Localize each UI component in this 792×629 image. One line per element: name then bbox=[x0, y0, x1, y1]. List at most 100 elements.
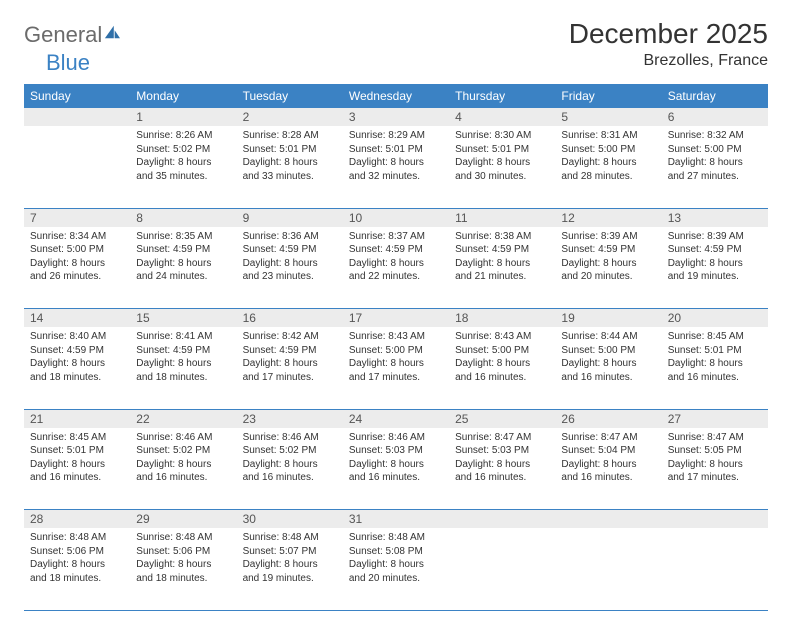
day-content: Sunrise: 8:47 AMSunset: 5:03 PMDaylight:… bbox=[449, 428, 555, 491]
day2-text: and 18 minutes. bbox=[30, 371, 124, 385]
sunset-text: Sunset: 4:59 PM bbox=[561, 243, 655, 257]
sunrise-text: Sunrise: 8:47 AM bbox=[668, 431, 762, 445]
day-content: Sunrise: 8:46 AMSunset: 5:02 PMDaylight:… bbox=[237, 428, 343, 491]
sunrise-text: Sunrise: 8:45 AM bbox=[668, 330, 762, 344]
day2-text: and 18 minutes. bbox=[30, 572, 124, 586]
day1-text: Daylight: 8 hours bbox=[561, 156, 655, 170]
sunrise-text: Sunrise: 8:31 AM bbox=[561, 129, 655, 143]
day-number-cell: 6 bbox=[662, 108, 768, 126]
sunrise-text: Sunrise: 8:46 AM bbox=[349, 431, 443, 445]
calendar-body: 123456Sunrise: 8:26 AMSunset: 5:02 PMDay… bbox=[24, 108, 768, 610]
day-number: 14 bbox=[30, 311, 43, 325]
day-number-cell: 21 bbox=[24, 409, 130, 428]
day1-text: Daylight: 8 hours bbox=[668, 257, 762, 271]
day2-text: and 16 minutes. bbox=[561, 471, 655, 485]
day-number-cell: 10 bbox=[343, 208, 449, 227]
sunset-text: Sunset: 5:01 PM bbox=[349, 143, 443, 157]
day-cell: Sunrise: 8:43 AMSunset: 5:00 PMDaylight:… bbox=[343, 327, 449, 409]
sunset-text: Sunset: 5:03 PM bbox=[455, 444, 549, 458]
day-cell: Sunrise: 8:48 AMSunset: 5:06 PMDaylight:… bbox=[130, 528, 236, 610]
day-number: 3 bbox=[349, 110, 356, 124]
content-row: Sunrise: 8:40 AMSunset: 4:59 PMDaylight:… bbox=[24, 327, 768, 409]
sunrise-text: Sunrise: 8:44 AM bbox=[561, 330, 655, 344]
logo-sail-icon bbox=[103, 24, 121, 44]
sunset-text: Sunset: 5:01 PM bbox=[455, 143, 549, 157]
day-number: 2 bbox=[243, 110, 250, 124]
day1-text: Daylight: 8 hours bbox=[349, 156, 443, 170]
day-number: 11 bbox=[455, 211, 467, 225]
sunset-text: Sunset: 4:59 PM bbox=[30, 344, 124, 358]
sunrise-text: Sunrise: 8:41 AM bbox=[136, 330, 230, 344]
sunrise-text: Sunrise: 8:48 AM bbox=[349, 531, 443, 545]
sunset-text: Sunset: 5:06 PM bbox=[30, 545, 124, 559]
sunset-text: Sunset: 5:01 PM bbox=[243, 143, 337, 157]
day1-text: Daylight: 8 hours bbox=[455, 257, 549, 271]
day1-text: Daylight: 8 hours bbox=[243, 558, 337, 572]
day-number: 30 bbox=[243, 512, 256, 526]
day-content: Sunrise: 8:48 AMSunset: 5:06 PMDaylight:… bbox=[24, 528, 130, 591]
day-content: Sunrise: 8:26 AMSunset: 5:02 PMDaylight:… bbox=[130, 126, 236, 189]
title-block: December 2025 Brezolles, France bbox=[569, 18, 768, 70]
day-cell: Sunrise: 8:47 AMSunset: 5:04 PMDaylight:… bbox=[555, 428, 661, 510]
daynum-row: 123456 bbox=[24, 108, 768, 126]
day-number: 18 bbox=[455, 311, 468, 325]
day1-text: Daylight: 8 hours bbox=[136, 257, 230, 271]
sunrise-text: Sunrise: 8:38 AM bbox=[455, 230, 549, 244]
day-number: 17 bbox=[349, 311, 362, 325]
day-number-cell: 4 bbox=[449, 108, 555, 126]
day2-text: and 17 minutes. bbox=[243, 371, 337, 385]
day-cell bbox=[24, 126, 130, 208]
sunset-text: Sunset: 5:00 PM bbox=[30, 243, 124, 257]
sunset-text: Sunset: 4:59 PM bbox=[349, 243, 443, 257]
sunset-text: Sunset: 5:01 PM bbox=[668, 344, 762, 358]
day-number-cell: 28 bbox=[24, 510, 130, 529]
day-number: 7 bbox=[30, 211, 37, 225]
day-number-cell: 18 bbox=[449, 309, 555, 328]
day1-text: Daylight: 8 hours bbox=[136, 558, 230, 572]
day-number-cell: 8 bbox=[130, 208, 236, 227]
day-content: Sunrise: 8:30 AMSunset: 5:01 PMDaylight:… bbox=[449, 126, 555, 189]
day-content: Sunrise: 8:28 AMSunset: 5:01 PMDaylight:… bbox=[237, 126, 343, 189]
day-cell: Sunrise: 8:28 AMSunset: 5:01 PMDaylight:… bbox=[237, 126, 343, 208]
day-content: Sunrise: 8:42 AMSunset: 4:59 PMDaylight:… bbox=[237, 327, 343, 390]
sunrise-text: Sunrise: 8:36 AM bbox=[243, 230, 337, 244]
day-cell: Sunrise: 8:47 AMSunset: 5:03 PMDaylight:… bbox=[449, 428, 555, 510]
day-cell: Sunrise: 8:40 AMSunset: 4:59 PMDaylight:… bbox=[24, 327, 130, 409]
sunrise-text: Sunrise: 8:42 AM bbox=[243, 330, 337, 344]
day-number: 25 bbox=[455, 412, 468, 426]
sunrise-text: Sunrise: 8:32 AM bbox=[668, 129, 762, 143]
sunrise-text: Sunrise: 8:48 AM bbox=[136, 531, 230, 545]
day1-text: Daylight: 8 hours bbox=[668, 357, 762, 371]
day-cell: Sunrise: 8:30 AMSunset: 5:01 PMDaylight:… bbox=[449, 126, 555, 208]
day1-text: Daylight: 8 hours bbox=[30, 257, 124, 271]
day-content: Sunrise: 8:37 AMSunset: 4:59 PMDaylight:… bbox=[343, 227, 449, 290]
day-cell bbox=[662, 528, 768, 610]
day-number: 31 bbox=[349, 512, 362, 526]
day-number-cell: 9 bbox=[237, 208, 343, 227]
day-number-cell: 2 bbox=[237, 108, 343, 126]
page: GeneralBlue December 2025 Brezolles, Fra… bbox=[0, 0, 792, 629]
content-row: Sunrise: 8:34 AMSunset: 5:00 PMDaylight:… bbox=[24, 227, 768, 309]
day-number-cell: 29 bbox=[130, 510, 236, 529]
sunset-text: Sunset: 4:59 PM bbox=[243, 344, 337, 358]
day2-text: and 16 minutes. bbox=[668, 371, 762, 385]
day1-text: Daylight: 8 hours bbox=[30, 458, 124, 472]
day-content: Sunrise: 8:47 AMSunset: 5:04 PMDaylight:… bbox=[555, 428, 661, 491]
day1-text: Daylight: 8 hours bbox=[349, 257, 443, 271]
day2-text: and 19 minutes. bbox=[668, 270, 762, 284]
day-number-cell: 17 bbox=[343, 309, 449, 328]
day-number-cell: 13 bbox=[662, 208, 768, 227]
day-content: Sunrise: 8:45 AMSunset: 5:01 PMDaylight:… bbox=[24, 428, 130, 491]
day-cell: Sunrise: 8:42 AMSunset: 4:59 PMDaylight:… bbox=[237, 327, 343, 409]
day-content: Sunrise: 8:41 AMSunset: 4:59 PMDaylight:… bbox=[130, 327, 236, 390]
day-number-cell: 31 bbox=[343, 510, 449, 529]
day-content: Sunrise: 8:45 AMSunset: 5:01 PMDaylight:… bbox=[662, 327, 768, 390]
day-number: 28 bbox=[30, 512, 43, 526]
day2-text: and 21 minutes. bbox=[455, 270, 549, 284]
day-cell: Sunrise: 8:44 AMSunset: 5:00 PMDaylight:… bbox=[555, 327, 661, 409]
sunset-text: Sunset: 5:02 PM bbox=[136, 143, 230, 157]
daynum-row: 21222324252627 bbox=[24, 409, 768, 428]
sunset-text: Sunset: 5:00 PM bbox=[349, 344, 443, 358]
weekday-header: Sunday bbox=[24, 84, 130, 108]
day-cell: Sunrise: 8:43 AMSunset: 5:00 PMDaylight:… bbox=[449, 327, 555, 409]
